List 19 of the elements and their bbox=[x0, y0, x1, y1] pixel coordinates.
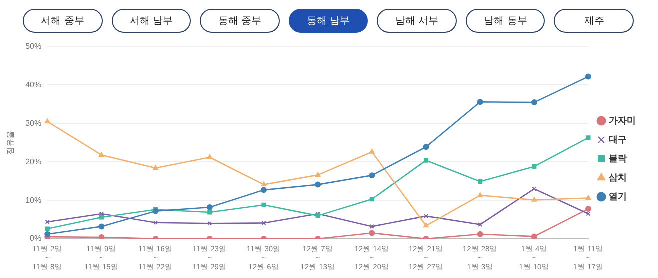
text: 서해 중부 bbox=[23, 9, 103, 33]
y-tick-label: 30% bbox=[26, 118, 42, 128]
y-tick-label: 10% bbox=[26, 196, 42, 205]
legend-label: 대구 bbox=[609, 135, 627, 146]
y-tick-label: 50% bbox=[26, 42, 42, 52]
legend-label: 가자미 bbox=[609, 116, 636, 126]
text: 서해 남부 bbox=[112, 9, 192, 33]
legend-label: 열기 bbox=[609, 192, 627, 202]
y-axis-title: 점유율 bbox=[6, 130, 16, 155]
text: 남해 서부 bbox=[377, 9, 457, 33]
y-tick-label: 20% bbox=[26, 157, 42, 166]
y-tick-label: 40% bbox=[26, 80, 42, 90]
text: 동해 남부 bbox=[288, 9, 368, 33]
text: 제주 bbox=[554, 9, 634, 33]
text: 동해 중부 bbox=[200, 9, 280, 33]
legend-label: 볼락 bbox=[609, 154, 627, 164]
legend-label: 삼치 bbox=[609, 173, 627, 184]
text: 남해 동부 bbox=[466, 9, 546, 33]
y-tick-label: 0% bbox=[30, 234, 42, 244]
